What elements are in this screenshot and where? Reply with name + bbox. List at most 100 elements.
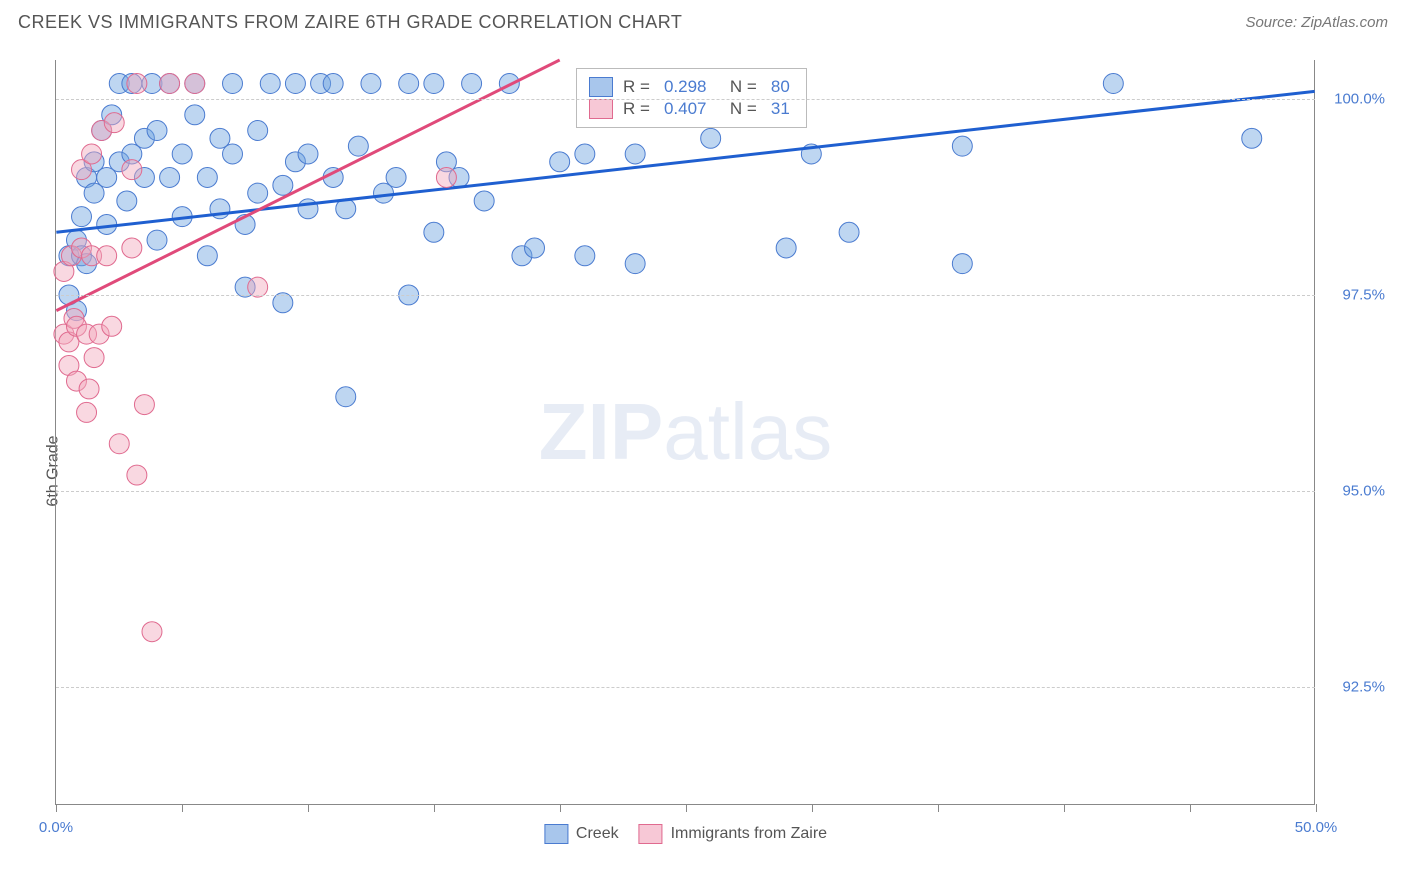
legend-n-value: 31 <box>771 99 790 119</box>
scatter-point <box>82 144 102 164</box>
x-tick <box>1190 804 1191 812</box>
gridline <box>56 295 1315 296</box>
scatter-point <box>839 222 859 242</box>
scatter-point <box>102 316 122 336</box>
scatter-point <box>952 254 972 274</box>
gridline <box>56 491 1315 492</box>
scatter-point <box>386 167 406 187</box>
x-tick <box>1316 804 1317 812</box>
scatter-point <box>109 434 129 454</box>
series-legend: Creek Immigrants from Zaire <box>544 824 827 844</box>
x-tick <box>1064 804 1065 812</box>
legend-label: Immigrants from Zaire <box>671 825 827 843</box>
plot-svg <box>56 60 1315 804</box>
scatter-point <box>185 105 205 125</box>
scatter-point <box>248 183 268 203</box>
scatter-point <box>298 199 318 219</box>
chart-header: CREEK VS IMMIGRANTS FROM ZAIRE 6TH GRADE… <box>0 0 1406 41</box>
scatter-point <box>127 465 147 485</box>
scatter-point <box>79 379 99 399</box>
scatter-point <box>625 254 645 274</box>
scatter-point <box>550 152 570 172</box>
x-tick <box>434 804 435 812</box>
y-tick-label: 92.5% <box>1325 679 1385 696</box>
scatter-point <box>273 175 293 195</box>
scatter-point <box>147 230 167 250</box>
x-tick-label: 0.0% <box>39 819 73 836</box>
scatter-point <box>1242 128 1262 148</box>
scatter-point <box>575 246 595 266</box>
scatter-point <box>248 120 268 140</box>
legend-r-label: R = <box>623 77 650 97</box>
chart-container: 6th Grade ZIPatlas R =0.298 N =80R =0.40… <box>0 50 1406 892</box>
chart-source: Source: ZipAtlas.com <box>1245 14 1388 31</box>
scatter-point <box>625 144 645 164</box>
scatter-point <box>323 74 343 94</box>
scatter-point <box>147 120 167 140</box>
legend-r-label: R = <box>623 99 650 119</box>
legend-row: R = 0.407 N = 31 <box>589 99 794 119</box>
scatter-point <box>185 74 205 94</box>
legend-item: Immigrants from Zaire <box>639 824 827 844</box>
gridline <box>56 99 1315 100</box>
legend-swatch <box>589 77 613 97</box>
scatter-point <box>104 113 124 133</box>
scatter-point <box>172 144 192 164</box>
scatter-point <box>122 160 142 180</box>
scatter-point <box>160 74 180 94</box>
scatter-point <box>223 74 243 94</box>
scatter-point <box>223 144 243 164</box>
scatter-point <box>399 74 419 94</box>
scatter-point <box>361 74 381 94</box>
scatter-point <box>462 74 482 94</box>
x-tick <box>56 804 57 812</box>
scatter-point <box>701 128 721 148</box>
scatter-point <box>160 167 180 187</box>
scatter-point <box>84 348 104 368</box>
y-tick-label: 97.5% <box>1325 287 1385 304</box>
x-tick <box>938 804 939 812</box>
legend-r-value: 0.407 <box>664 99 707 119</box>
legend-swatch <box>589 99 613 119</box>
scatter-point <box>127 74 147 94</box>
scatter-point <box>424 74 444 94</box>
scatter-point <box>97 246 117 266</box>
y-tick-label: 100.0% <box>1325 91 1385 108</box>
scatter-point <box>77 402 97 422</box>
scatter-point <box>336 387 356 407</box>
scatter-point <box>298 144 318 164</box>
x-tick <box>686 804 687 812</box>
scatter-point <box>424 222 444 242</box>
scatter-point <box>776 238 796 258</box>
scatter-point <box>122 238 142 258</box>
x-tick <box>182 804 183 812</box>
legend-swatch <box>544 824 568 844</box>
legend-n-label: N = <box>720 99 756 119</box>
scatter-point <box>248 277 268 297</box>
scatter-point <box>142 622 162 642</box>
scatter-point <box>952 136 972 156</box>
chart-title: CREEK VS IMMIGRANTS FROM ZAIRE 6TH GRADE… <box>18 12 682 33</box>
x-tick <box>308 804 309 812</box>
scatter-point <box>285 74 305 94</box>
scatter-point <box>474 191 494 211</box>
scatter-point <box>197 167 217 187</box>
scatter-point <box>525 238 545 258</box>
scatter-point <box>575 144 595 164</box>
plot-area: ZIPatlas R =0.298 N =80R =0.407 N =31 Cr… <box>55 60 1315 805</box>
legend-swatch <box>639 824 663 844</box>
scatter-point <box>117 191 137 211</box>
scatter-point <box>436 167 456 187</box>
scatter-point <box>260 74 280 94</box>
scatter-point <box>134 395 154 415</box>
legend-n-value: 80 <box>771 77 790 97</box>
scatter-point <box>72 207 92 227</box>
scatter-point <box>1103 74 1123 94</box>
legend-r-value: 0.298 <box>664 77 707 97</box>
x-tick <box>812 804 813 812</box>
x-tick-label: 50.0% <box>1295 819 1338 836</box>
legend-label: Creek <box>576 825 619 843</box>
x-tick <box>560 804 561 812</box>
gridline <box>56 687 1315 688</box>
legend-row: R =0.298 N =80 <box>589 77 794 97</box>
